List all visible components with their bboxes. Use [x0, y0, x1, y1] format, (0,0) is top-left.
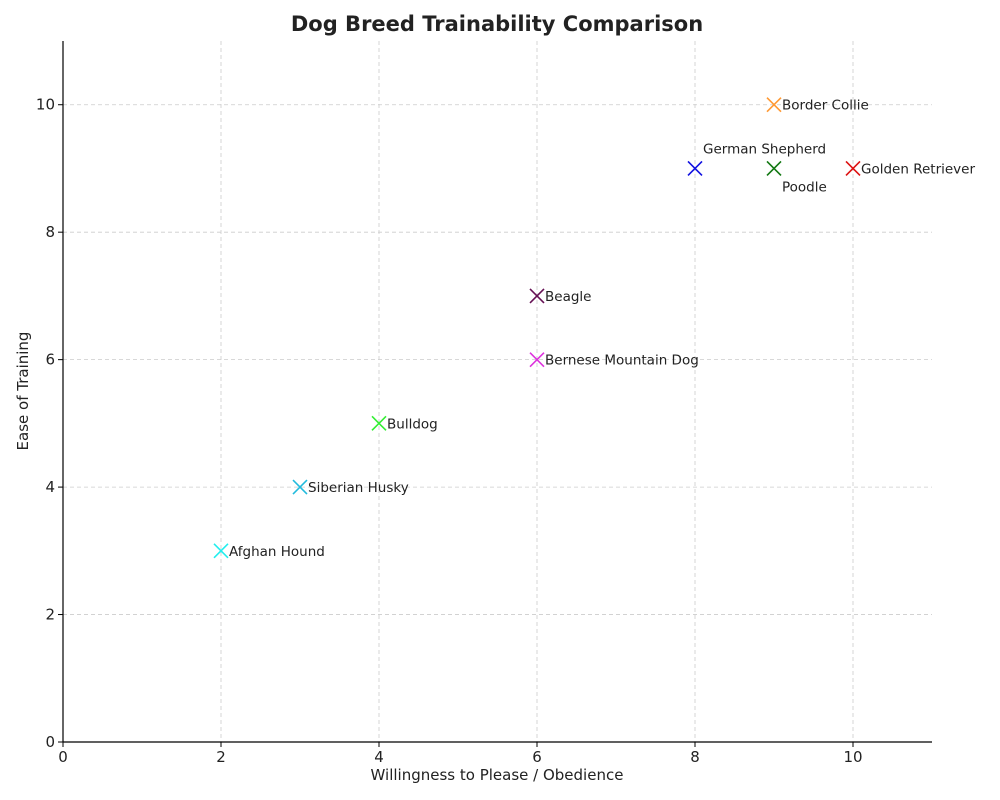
x-axis-label: Willingness to Please / Obedience: [371, 766, 624, 784]
y-tick-label: 0: [45, 733, 55, 751]
data-points: Border Collie German Shepherd Poodle Golden…: [213, 97, 975, 560]
point-label: Beagle: [545, 289, 591, 305]
point-marker: [766, 160, 782, 177]
point-marker: [292, 479, 308, 495]
point-label: Border Collie: [782, 98, 869, 114]
point-marker: [529, 352, 545, 368]
data-point: Beagle: [529, 288, 591, 305]
y-tick-label: 10: [36, 96, 55, 114]
point-marker: [687, 160, 703, 177]
point-marker: [529, 288, 545, 304]
point-marker: [213, 543, 229, 559]
point-marker: [371, 415, 387, 431]
x-tick-label: 2: [216, 748, 226, 766]
y-tick-label: 4: [45, 478, 55, 496]
x-tick-label: 10: [843, 748, 862, 766]
point-label: Poodle: [782, 179, 827, 195]
y-tick-label: 8: [45, 223, 55, 241]
x-tick-label: 4: [374, 748, 384, 766]
point-label: Golden Retriever: [861, 161, 975, 177]
point-label: Bernese Mountain Dog: [545, 353, 699, 369]
x-tick-label: 6: [532, 748, 542, 766]
point-label: Afghan Hound: [229, 544, 325, 560]
x-tick-label: 8: [690, 748, 700, 766]
data-point: Bernese Mountain Dog: [529, 352, 699, 369]
data-point: Poodle: [766, 160, 827, 195]
data-point: Golden Retriever: [845, 160, 975, 177]
ticks: 0 2 4 6 8 10 0 2 4 6 8 10: [36, 96, 863, 766]
chart-title: Dog Breed Trainability Comparison: [291, 12, 703, 36]
data-point: Siberian Husky: [292, 479, 409, 496]
data-point: German Shepherd: [687, 141, 826, 177]
y-tick-label: 2: [45, 606, 55, 624]
x-tick-label: 0: [58, 748, 68, 766]
point-label: Bulldog: [387, 416, 438, 432]
y-axis-label: Ease of Training: [14, 332, 32, 451]
data-point: Border Collie: [766, 97, 869, 114]
point-marker: [766, 97, 782, 113]
y-tick-label: 6: [45, 351, 55, 369]
data-point: Afghan Hound: [213, 543, 325, 560]
point-label: German Shepherd: [703, 141, 826, 157]
axes: [62, 41, 932, 743]
data-point: Bulldog: [371, 415, 438, 432]
point-label: Siberian Husky: [308, 480, 409, 496]
point-marker: [845, 160, 861, 177]
grid: [63, 41, 932, 742]
